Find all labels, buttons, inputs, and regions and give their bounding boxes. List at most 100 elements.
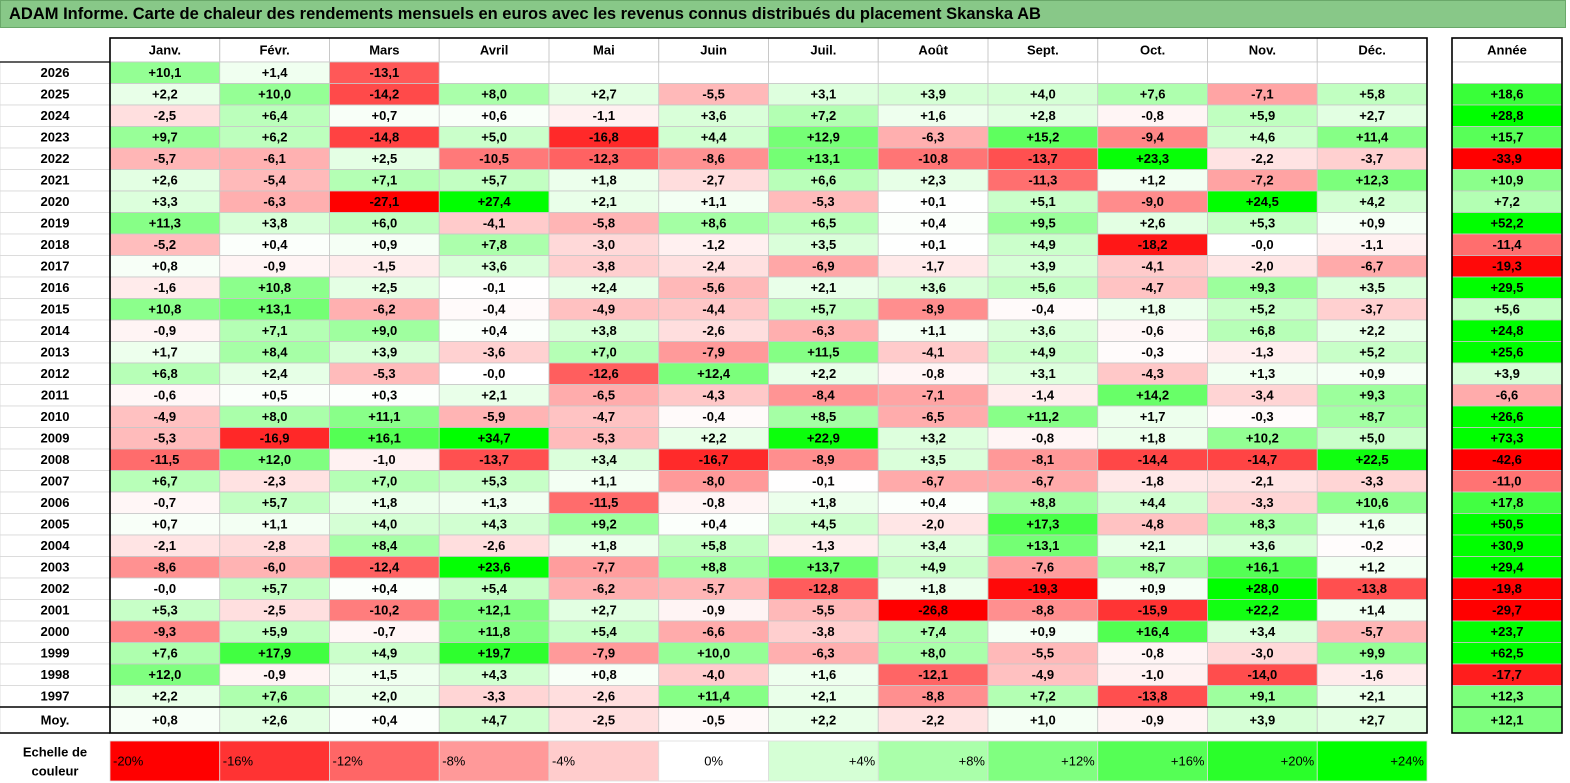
heat-cell-value: +3,1 — [1030, 366, 1056, 381]
column-header-label: Août — [918, 42, 948, 57]
heat-cell-value: +2,2 — [811, 366, 837, 381]
heat-cell-value: +1,8 — [1140, 431, 1166, 446]
heat-cell-value: +7,6 — [1140, 87, 1166, 102]
scale-swatch-label: -20% — [113, 753, 144, 768]
heat-cell-value: +3,3 — [152, 194, 178, 209]
heat-cell-value: +8,6 — [701, 216, 727, 231]
heat-cell-value: +4,2 — [1359, 194, 1385, 209]
heat-cell-value: -1,8 — [1141, 474, 1163, 489]
heat-cell — [438, 61, 550, 84]
heat-cell-value: -18,2 — [1138, 237, 1168, 252]
heat-cell-value: -6,9 — [812, 259, 834, 274]
annual-cell-value: +29,4 — [1491, 560, 1525, 575]
heat-cell-value: +5,0 — [481, 130, 507, 145]
heat-cell-value: +1,4 — [1359, 603, 1385, 618]
heat-cell-value: +2,3 — [920, 173, 946, 188]
row-year-label: 2001 — [41, 603, 70, 618]
heat-cell-value: +0,9 — [1030, 624, 1056, 639]
row-year-label: 2000 — [41, 624, 70, 639]
heat-cell-value: +28,0 — [1246, 581, 1279, 596]
heat-cell-value: +2,1 — [811, 280, 837, 295]
heat-cell-value: -5,7 — [154, 151, 176, 166]
heat-cell-value: -3,7 — [1361, 151, 1383, 166]
heat-cell-value: +8,8 — [1030, 495, 1056, 510]
average-cell-value: +1,0 — [1030, 712, 1056, 727]
heat-cell-value: +1,8 — [591, 538, 617, 553]
heat-cell-value: -4,1 — [483, 216, 505, 231]
heat-cell-value: +0,3 — [372, 388, 398, 403]
average-cell-value: +2,6 — [262, 712, 288, 727]
heat-cell-value: +8,0 — [920, 646, 946, 661]
row-year-label: 2011 — [41, 388, 69, 403]
heat-cell-value: -12,3 — [589, 151, 619, 166]
heat-cell-value: +9,2 — [591, 517, 617, 532]
heat-cell-value: -2,8 — [263, 538, 285, 553]
heat-cell-value: +3,2 — [920, 431, 946, 446]
heat-cell-value: -1,5 — [373, 259, 395, 274]
heat-cell-value: +5,2 — [1250, 302, 1276, 317]
heat-cell-value: -8,6 — [702, 151, 724, 166]
row-year-label: 2017 — [41, 259, 70, 274]
row-year-label: 2025 — [41, 87, 70, 102]
average-label: Moy. — [41, 712, 70, 727]
heat-cell-value: +8,0 — [262, 409, 288, 424]
scale-swatch-label: -16% — [223, 753, 254, 768]
scale-swatch-label: +12% — [1061, 753, 1095, 768]
heat-cell-value: +2,4 — [262, 366, 288, 381]
heat-cell-value: +1,6 — [1359, 517, 1385, 532]
row-year-label: 2006 — [41, 495, 70, 510]
average-cell — [877, 706, 989, 734]
heat-cell-value: -5,3 — [373, 366, 395, 381]
heat-cell-value: +10,1 — [148, 65, 181, 80]
annual-cell-value: +17,8 — [1491, 495, 1524, 510]
heat-cell-value: +12,0 — [148, 667, 181, 682]
scale-swatch — [219, 740, 330, 782]
heat-cell-value: -12,4 — [370, 560, 400, 575]
annual-cell-value: -6,6 — [1496, 388, 1518, 403]
annual-cell-value: +30,9 — [1491, 538, 1524, 553]
heat-cell-value: +2,7 — [591, 87, 617, 102]
row-year-label: 2022 — [41, 151, 70, 166]
heat-cell-value: +6,4 — [262, 108, 288, 123]
heat-cell-value: -0,7 — [154, 495, 176, 510]
heat-cell-value: +1,5 — [372, 667, 398, 682]
heat-cell-value: +2,6 — [1140, 216, 1166, 231]
column-header-label: Avril — [480, 42, 508, 57]
heat-cell-value: -6,3 — [922, 130, 944, 145]
heat-cell-value: -0,9 — [154, 323, 176, 338]
heat-cell-value: +1,8 — [811, 495, 837, 510]
annual-cell-value: -42,6 — [1492, 452, 1522, 467]
heat-cell-value: +22,5 — [1356, 452, 1389, 467]
heat-cell-value: -6,0 — [263, 560, 285, 575]
heat-cell-value: +1,2 — [1140, 173, 1166, 188]
annual-cell-value: +3,9 — [1494, 366, 1520, 381]
heat-cell-value: +4,9 — [372, 646, 398, 661]
heat-cell — [658, 61, 769, 84]
heat-cell-value: -2,3 — [263, 474, 285, 489]
heat-cell-value: +6,2 — [262, 130, 288, 145]
heat-cell-value: +1,1 — [920, 323, 946, 338]
heat-cell — [877, 61, 989, 84]
heat-cell-value: +3,6 — [701, 108, 727, 123]
heat-cell-value: +8,7 — [1359, 409, 1385, 424]
heat-cell-value: +0,1 — [920, 194, 946, 209]
annual-cell-value: +12,3 — [1491, 689, 1524, 704]
heat-cell-value: +2,0 — [372, 689, 398, 704]
heat-cell-value: +0,9 — [1359, 216, 1385, 231]
heat-cell-value: -2,7 — [702, 173, 724, 188]
heat-cell-value: -0,8 — [922, 366, 944, 381]
heat-cell — [768, 61, 879, 84]
heat-cell-value: +3,8 — [262, 216, 288, 231]
heat-cell-value: -5,3 — [593, 431, 615, 446]
heat-cell-value: -13,8 — [1357, 581, 1387, 596]
column-header-label: Févr. — [259, 42, 289, 57]
heat-cell-value: -1,6 — [1361, 667, 1383, 682]
heat-cell — [987, 61, 1099, 84]
scale-swatch-label: +20% — [1281, 753, 1315, 768]
heat-cell-value: -9,0 — [1141, 194, 1163, 209]
heat-cell-value: +5,1 — [1030, 194, 1056, 209]
heat-cell — [548, 61, 660, 84]
heat-cell-value: +1,1 — [262, 517, 288, 532]
annual-table-border — [1451, 37, 1563, 734]
annual-cell-value: +50,5 — [1491, 517, 1524, 532]
